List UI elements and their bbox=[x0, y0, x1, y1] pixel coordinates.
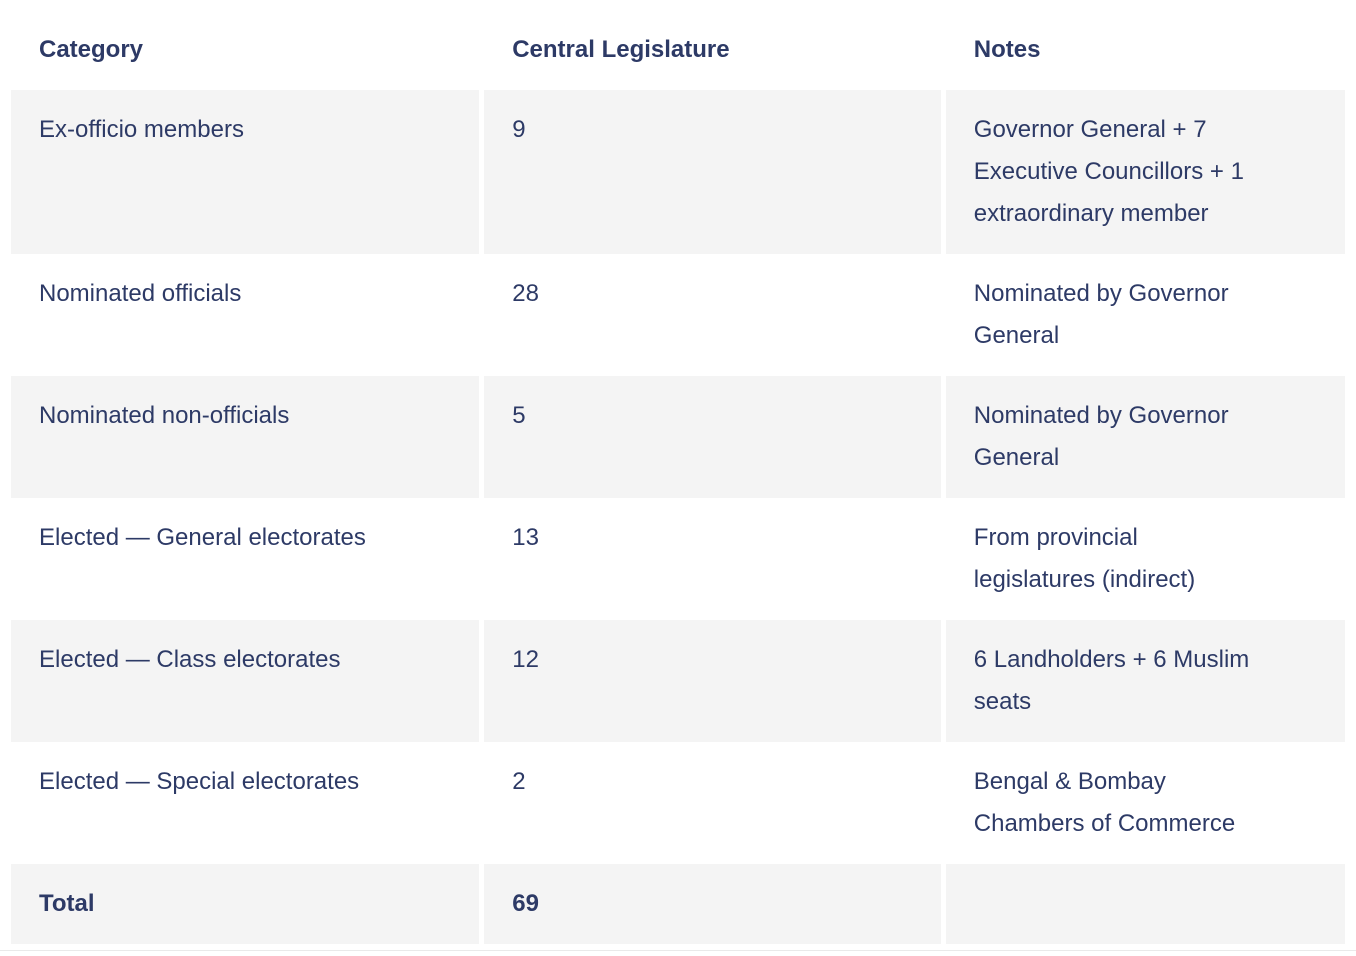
cell-category: Ex-officio members bbox=[11, 90, 480, 254]
cell-category-total: Total bbox=[11, 864, 480, 944]
cell-notes: Nominated by Governor General bbox=[940, 254, 1345, 376]
table-row: Nominated non-officials 5 Nominated by G… bbox=[11, 376, 1345, 498]
cell-category: Elected — Special electorates bbox=[11, 742, 480, 864]
cell-central-legislature: 5 bbox=[479, 376, 941, 498]
cell-central-legislature: 12 bbox=[479, 620, 941, 742]
legislature-table: Category Central Legislature Notes Ex-of… bbox=[11, 10, 1345, 944]
cell-notes-total bbox=[940, 864, 1345, 944]
cell-notes: Nominated by Governor General bbox=[940, 376, 1345, 498]
cell-central-legislature: 13 bbox=[479, 498, 941, 620]
cell-category: Elected — General electorates bbox=[11, 498, 480, 620]
cell-central-legislature: 28 bbox=[479, 254, 941, 376]
cell-category: Elected — Class electorates bbox=[11, 620, 480, 742]
cell-category: Nominated officials bbox=[11, 254, 480, 376]
page-divider bbox=[0, 950, 1356, 951]
table-row: Elected — Special electorates 2 Bengal &… bbox=[11, 742, 1345, 864]
table-container: Category Central Legislature Notes Ex-of… bbox=[11, 10, 1345, 944]
table-row: Elected — Class electorates 12 6 Landhol… bbox=[11, 620, 1345, 742]
cell-notes: Governor General + 7 Executive Councillo… bbox=[940, 90, 1345, 254]
cell-central-legislature: 2 bbox=[479, 742, 941, 864]
table-header-row: Category Central Legislature Notes bbox=[11, 10, 1345, 90]
table-row: Ex-officio members 9 Governor General + … bbox=[11, 90, 1345, 254]
column-header-notes: Notes bbox=[940, 10, 1345, 90]
table-row: Elected — General electorates 13 From pr… bbox=[11, 498, 1345, 620]
cell-central-legislature: 9 bbox=[479, 90, 941, 254]
cell-notes: From provincial legislatures (indirect) bbox=[940, 498, 1345, 620]
column-header-central-legislature: Central Legislature bbox=[479, 10, 941, 90]
table-row-total: Total 69 bbox=[11, 864, 1345, 944]
cell-central-legislature-total: 69 bbox=[479, 864, 941, 944]
cell-notes: Bengal & Bombay Chambers of Commerce bbox=[940, 742, 1345, 864]
column-header-category: Category bbox=[11, 10, 480, 90]
cell-category: Nominated non-officials bbox=[11, 376, 480, 498]
cell-notes: 6 Landholders + 6 Muslim seats bbox=[940, 620, 1345, 742]
table-row: Nominated officials 28 Nominated by Gove… bbox=[11, 254, 1345, 376]
